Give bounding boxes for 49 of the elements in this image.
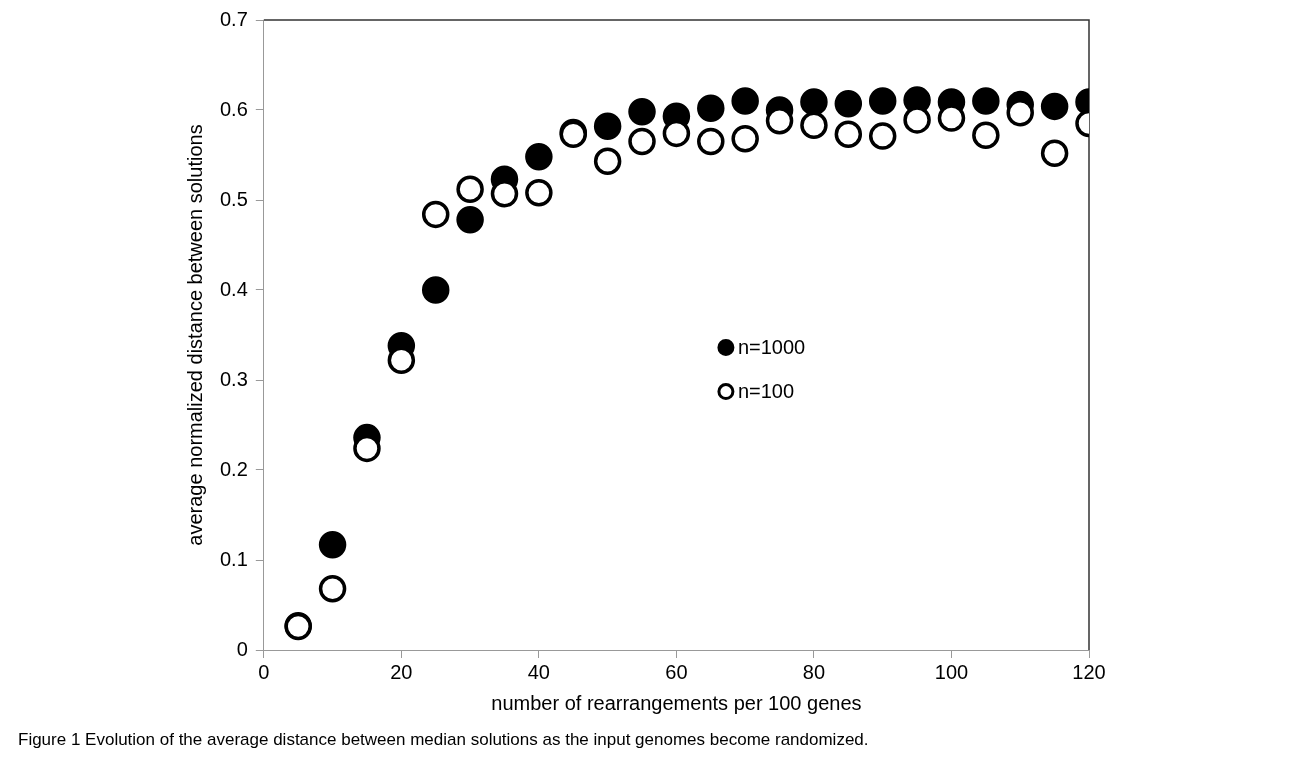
point xyxy=(697,94,725,122)
y-tick-label: 0.1 xyxy=(219,547,248,570)
point xyxy=(628,127,656,156)
y-tick-label: 0.2 xyxy=(219,457,248,480)
x-tick-label: 0 xyxy=(258,660,270,683)
point xyxy=(1040,139,1069,167)
point xyxy=(318,530,347,559)
x-tick-label: 40 xyxy=(527,660,550,683)
point xyxy=(868,87,897,115)
y-tick-label: 0.5 xyxy=(219,187,248,210)
point xyxy=(456,175,484,203)
point xyxy=(868,122,897,150)
point xyxy=(731,125,759,153)
point xyxy=(697,127,725,156)
point xyxy=(421,276,450,304)
point xyxy=(765,107,794,135)
point xyxy=(834,120,863,149)
x-tick-label: 60 xyxy=(665,660,688,683)
point xyxy=(628,98,656,126)
caption: Figure 1 Evolution of the average distance between median solutions as the input genomes become randomized. xyxy=(18,730,869,750)
y-tick-label: 0.7 xyxy=(219,7,248,30)
point xyxy=(800,111,828,140)
y-tick-label: 0.6 xyxy=(219,97,248,120)
y-axis-title: average normalized distance between solutions xyxy=(183,124,206,546)
point xyxy=(525,179,553,207)
y-tick-label: 0.4 xyxy=(219,277,248,300)
x-tick-label: 80 xyxy=(802,660,826,683)
point xyxy=(456,206,484,234)
point xyxy=(1040,92,1069,121)
legend-label: n=100 xyxy=(737,380,795,403)
point xyxy=(937,104,966,132)
point xyxy=(972,121,1000,149)
point xyxy=(421,200,450,229)
point xyxy=(800,88,828,116)
point xyxy=(593,147,622,176)
point xyxy=(972,87,1000,115)
point xyxy=(834,89,863,118)
point xyxy=(903,106,931,134)
point xyxy=(593,112,622,140)
point xyxy=(731,87,759,115)
y-tick-label: 0.3 xyxy=(219,367,248,390)
y-tick-label: 0 xyxy=(236,637,248,660)
x-tick-label: 20 xyxy=(390,660,413,683)
x-tick-label: 100 xyxy=(934,660,969,683)
x-axis-title: number of rearrangements per 100 genes xyxy=(491,691,862,714)
x-tick-label: 120 xyxy=(1072,660,1106,683)
point xyxy=(318,575,347,603)
point xyxy=(525,143,553,171)
legend-label: n=1000 xyxy=(737,336,806,359)
